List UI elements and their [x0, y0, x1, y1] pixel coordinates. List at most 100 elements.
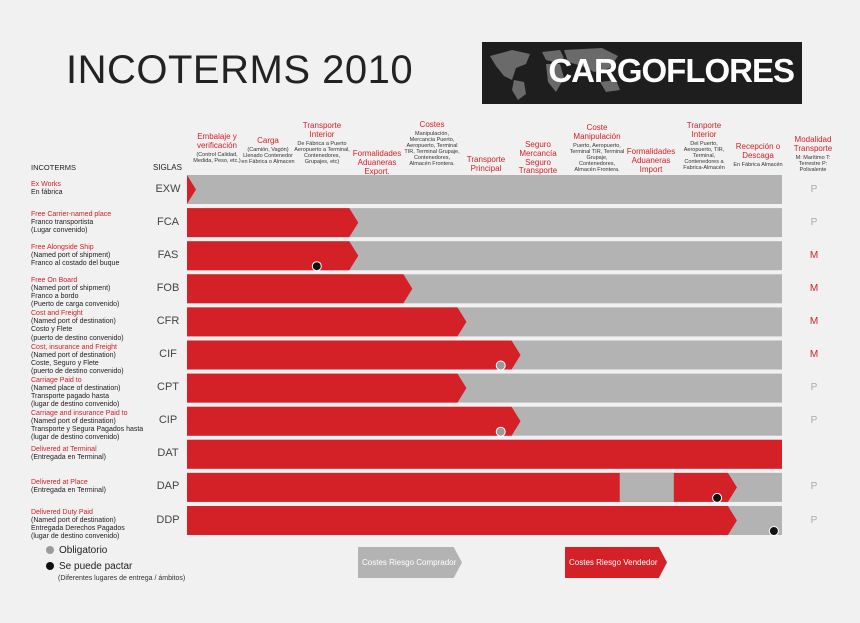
column-header-6: Seguro Mercancía Seguro Transporte: [510, 140, 566, 176]
black-dot-icon: [46, 562, 54, 571]
incoterm-name-cif: Cost, insurance and Freight (Named port o…: [31, 344, 124, 376]
incoterm-code-dat: DAT: [157, 447, 179, 460]
incoterm-title: Carriage Paid to: [31, 376, 82, 384]
incoterm-subtitle: (Named port of destination): [31, 351, 116, 359]
incoterm-subtitle: (Puerto de carga convenido): [31, 301, 120, 309]
legend-pactar-note: (Diferentes lugares de entrega / ámbitos…: [58, 575, 186, 582]
incoterm-subtitle: (lugar de destino convenido): [31, 433, 120, 441]
incoterm-subtitle: (Entregada en Terminal): [31, 486, 106, 494]
column-header-5: Transporte Principal: [458, 155, 514, 174]
buyer-gap-dap-0: [619, 472, 674, 502]
transport-mode-fca: P: [810, 216, 818, 228]
transport-mode-cip: P: [810, 415, 818, 427]
incoterm-name-exw: Ex Works En fábrica: [31, 181, 63, 197]
legend-pactar-label: Se puede pactar: [59, 561, 133, 572]
incoterms-column-label: INCOTERMS: [31, 163, 76, 172]
incoterm-name-fob: Free On Board (Named port of shipment) Fra…: [31, 277, 119, 309]
gray-dot-marker-cip: [495, 426, 506, 437]
incoterm-subtitle: Costo y Flete: [31, 326, 73, 334]
incoterm-subtitle: Entregada Derechos Pagados: [31, 525, 125, 533]
column-header-2: Transporte Interior De Fábrica a Puerto A…: [294, 121, 350, 165]
transport-mode-fob: M: [809, 282, 819, 294]
column-header-subtitle: (Control Calidad, Medida, Peso, etc.): [193, 151, 241, 164]
column-header-title: Coste Manipulación: [573, 123, 621, 141]
incoterm-code-cif: CIF: [159, 348, 177, 360]
incoterm-subtitle: (Named port of shipment): [31, 252, 111, 260]
black-dot-marker-ddp: [768, 526, 779, 536]
column-header-title: Seguro Mercancía Seguro Transporte: [518, 140, 558, 176]
incoterm-title: Free Carrier-named place: [31, 211, 112, 219]
incoterm-subtitle: Transporte y Segura Pagados hasta: [31, 425, 144, 433]
column-header-subtitle: De Fábrica a Puerto Aeropuerto a Termina…: [294, 140, 350, 165]
incoterm-subtitle: (Named port of destination): [31, 318, 116, 326]
incoterm-title: Delivered at Terminal: [31, 445, 97, 453]
cargoflores-logo: CARGOFLORES: [482, 42, 802, 104]
column-header-3: Formalidades Aduaneras Export.: [349, 149, 405, 176]
column-header-title: Transporte Principal: [466, 155, 506, 173]
column-header-subtitle: Puerto, Aeropuerto, Terminal TIR, Termin…: [569, 142, 625, 173]
column-header-8: Formalidades Aduaneras Import: [623, 147, 679, 174]
seller-arrow-ddp: [187, 506, 737, 535]
incoterm-title: Free Alongside Ship: [31, 244, 94, 252]
transport-mode-ddp: P: [810, 514, 818, 526]
page-title: INCOTERMS 2010: [66, 48, 414, 92]
column-header-7: Coste Manipulación Puerto, Aeropuerto, Te…: [569, 123, 625, 173]
incoterm-name-ddp: Delivered Duty Paid (Named port of destin…: [31, 509, 125, 541]
column-header-title: Recepción o Descaga: [735, 142, 781, 160]
world-map-icon: [490, 48, 620, 100]
incoterm-subtitle: (lugar de destino convenido): [31, 533, 120, 541]
incoterm-title: Cost and Freight: [31, 310, 83, 318]
incoterm-title: Free On Board: [31, 277, 78, 285]
row-bar-background-exw: [187, 175, 782, 204]
incoterm-subtitle: (puerto de destino convenido): [31, 334, 124, 342]
seller-arrow-cfr: [187, 307, 467, 337]
legend-pactar: Se puede pactar: [46, 561, 132, 572]
gray-dot-icon: [46, 546, 54, 555]
legend-obligatorio: Obligatorio: [46, 545, 107, 556]
seller-arrow-dat: [187, 439, 782, 469]
incoterm-code-cfr: CFR: [156, 314, 180, 327]
column-header-subtitle: Del Puerto, Aeropuerto, TIR, Terminal, C…: [683, 140, 725, 171]
column-header-10: Recepción o Descaga En Fábrica Almacén: [730, 142, 786, 168]
incoterm-name-cpt: Carriage Paid to (Named place of destinat…: [31, 377, 121, 409]
seller-arrow-fas: [187, 241, 359, 271]
transport-mode-exw: P: [810, 183, 818, 195]
incoterm-code-cip: CIP: [158, 414, 178, 427]
buyer-costs-tag: Costes Riesgo Comprador: [358, 547, 462, 578]
incoterm-name-dat: Delivered at Terminal (Entregada en Termi…: [31, 446, 106, 462]
column-header-title: Tranporte Interior: [686, 121, 722, 139]
seller-arrow-cif: [187, 340, 521, 370]
incoterm-code-dap: DAP: [156, 480, 180, 493]
siglas-column-label: SIGLAS: [153, 163, 182, 172]
transport-mode-cif: M: [809, 349, 819, 360]
column-header-title: Carga: [257, 136, 279, 145]
seller-arrow-exw: [187, 175, 196, 204]
incoterm-title: Carriage and insurance Paid to: [31, 409, 128, 417]
incoterm-code-fas: FAS: [157, 248, 179, 261]
incoterm-subtitle: (Entregada en Terminal): [31, 453, 106, 461]
incoterm-subtitle: (puerto de destino convenido): [31, 367, 124, 375]
incoterm-subtitle: (Lugar convenido): [31, 227, 88, 235]
incoterm-subtitle: Transporte pagado hasta: [31, 392, 109, 400]
incoterm-subtitle: (lugar de destino convenido): [31, 400, 120, 408]
incoterm-code-fca: FCA: [157, 215, 179, 228]
column-header-0: Embalaje y verificación (Control Calidad,…: [189, 132, 245, 164]
column-header-subtitle: M: Marítimo T: Terrestre P: Polivalente: [795, 154, 831, 173]
transport-mode-fas: M: [809, 249, 819, 261]
incoterm-title: Delivered Duty Paid: [31, 509, 93, 516]
column-header-11: Modalidad Transporte M: Marítimo T: Terre…: [793, 135, 833, 173]
incoterm-code-exw: EXW: [155, 182, 181, 195]
incoterm-title: Delivered at Place: [31, 478, 88, 486]
incoterm-title: Ex Works: [31, 181, 61, 188]
transport-mode-cpt: P: [810, 382, 818, 394]
incoterm-title: Cost, insurance and Freight: [31, 343, 117, 351]
incoterm-subtitle: (Named port of destination): [31, 417, 116, 425]
incoterm-subtitle: (Named port of shipment): [31, 285, 111, 293]
incoterm-subtitle: Coste, Seguro y Flete: [31, 359, 99, 367]
incoterm-subtitle: Franco a bordo: [31, 293, 79, 301]
column-header-9: Tranporte Interior Del Puerto, Aeropuerto…: [676, 121, 732, 171]
incoterm-subtitle: Franco al costado del buque: [31, 260, 120, 268]
incoterm-name-cfr: Cost and Freight (Named port of destinati…: [31, 310, 124, 342]
incoterm-code-cpt: CPT: [157, 381, 179, 394]
